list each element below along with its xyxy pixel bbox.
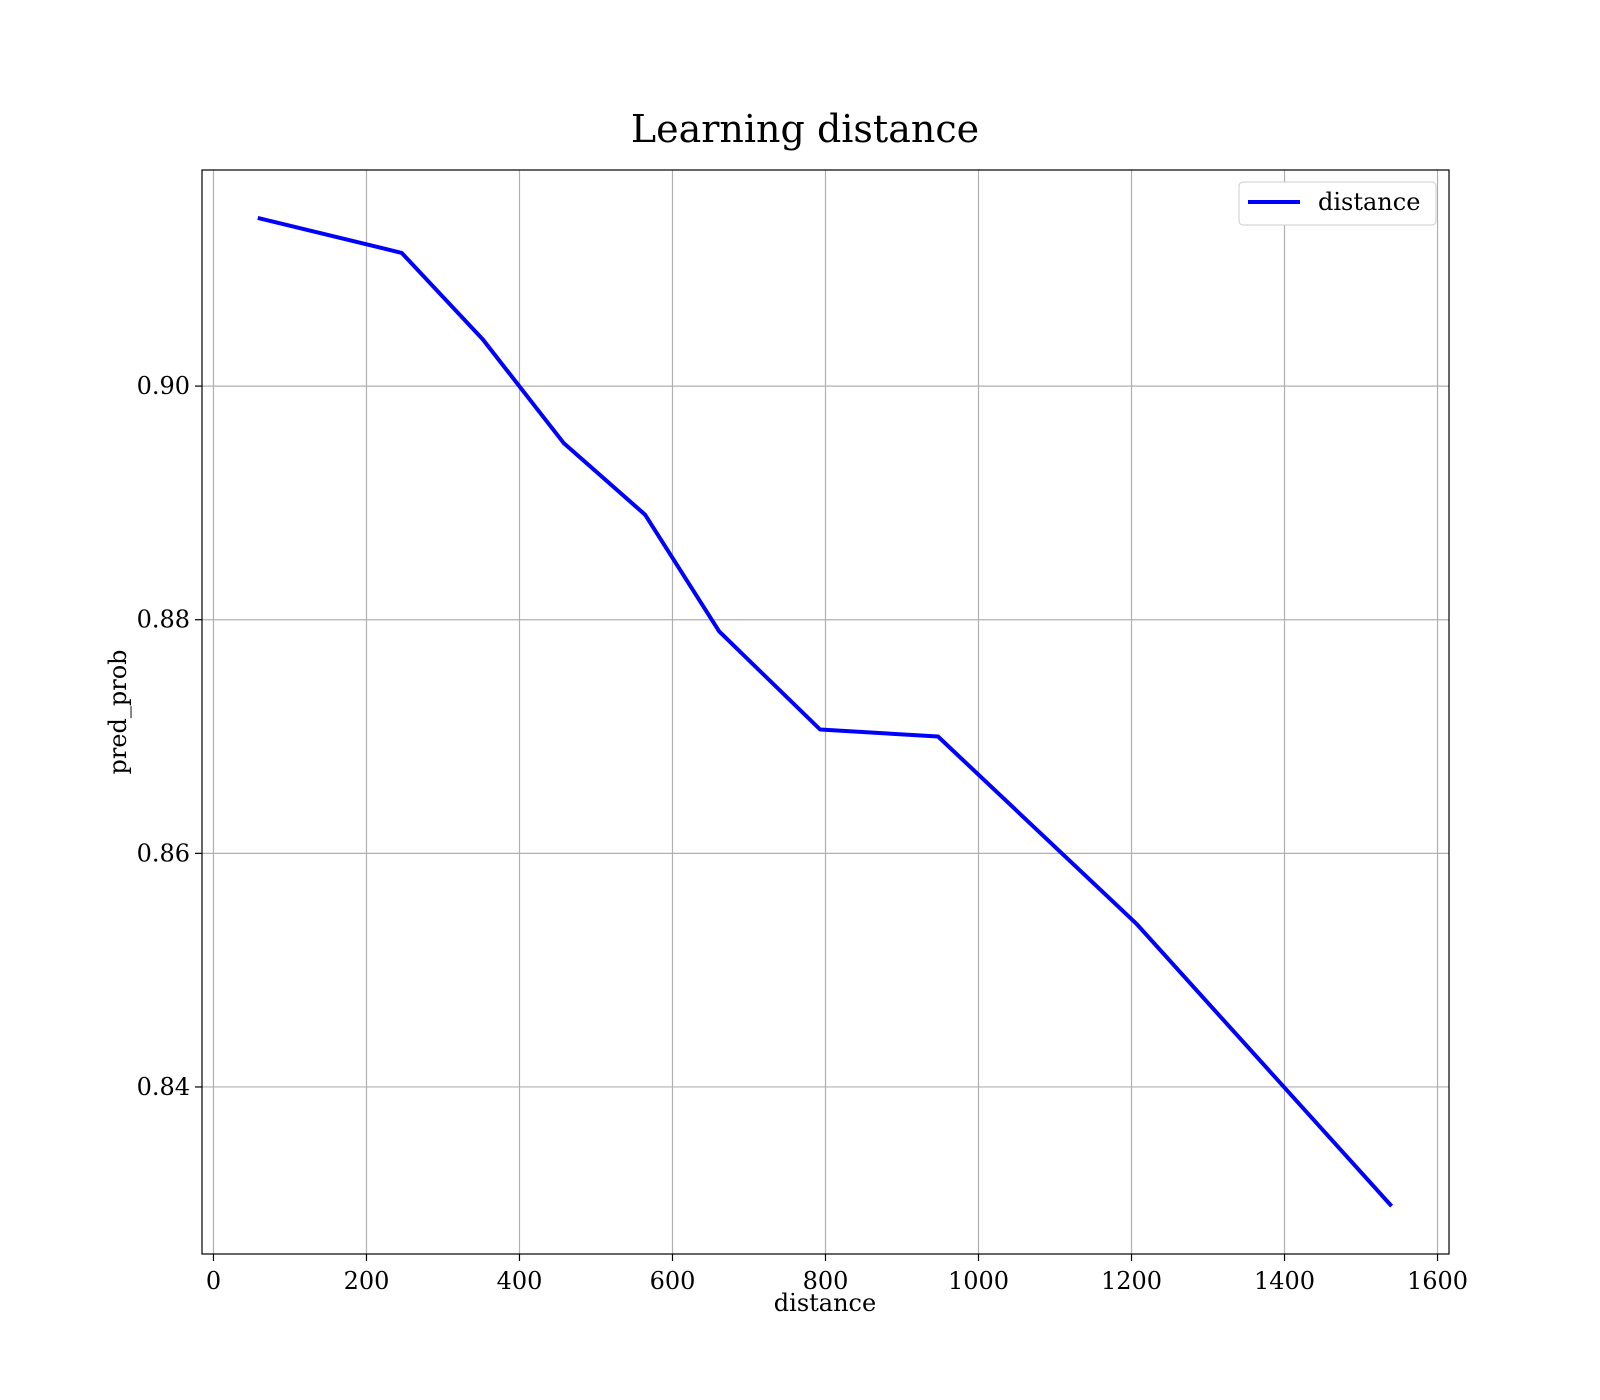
x-tick-label: 1000 (948, 1267, 1009, 1295)
ticks-layer: 0 200 400 600 800 1000 1200 1400 1600 0.84 0.86 0.8… (137, 372, 1469, 1295)
y-tick-label: 0.90 (137, 372, 190, 400)
legend: distance (1238, 181, 1437, 226)
y-tick-label: 0.88 (137, 606, 190, 634)
x-tick-label: 800 (803, 1267, 849, 1295)
y-axis-label: pred_prob (104, 649, 132, 774)
legend-label: distance (1318, 188, 1420, 216)
y-tick-label: 0.84 (137, 1073, 190, 1101)
grid-layer (202, 170, 1449, 1254)
x-tick-label: 200 (344, 1267, 390, 1295)
x-tick-label: 600 (650, 1267, 696, 1295)
legend-box (1238, 181, 1437, 226)
x-tick-label: 1400 (1254, 1267, 1315, 1295)
x-tick-label: 1600 (1407, 1267, 1468, 1295)
series-layer (257, 215, 1394, 1208)
x-tick-label: 1200 (1101, 1267, 1162, 1295)
y-tick-label: 0.86 (137, 839, 190, 867)
x-tick-label: 0 (206, 1267, 221, 1295)
series-line-distance (257, 215, 1394, 1208)
x-axis-label: distance (774, 1289, 876, 1317)
chart-title: Learning distance (631, 107, 979, 151)
x-tick-label: 400 (497, 1267, 543, 1295)
